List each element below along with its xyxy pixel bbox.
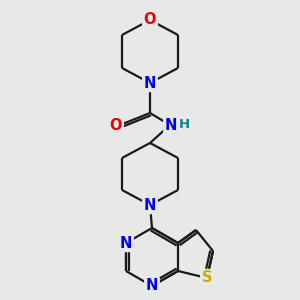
Text: O: O — [144, 13, 156, 28]
Text: N: N — [146, 278, 158, 293]
Text: N: N — [165, 118, 177, 133]
Text: S: S — [202, 271, 212, 286]
Text: N: N — [144, 76, 156, 91]
Text: O: O — [110, 118, 122, 133]
Text: N: N — [144, 197, 156, 212]
Text: N: N — [120, 236, 132, 250]
Text: H: H — [179, 118, 190, 130]
